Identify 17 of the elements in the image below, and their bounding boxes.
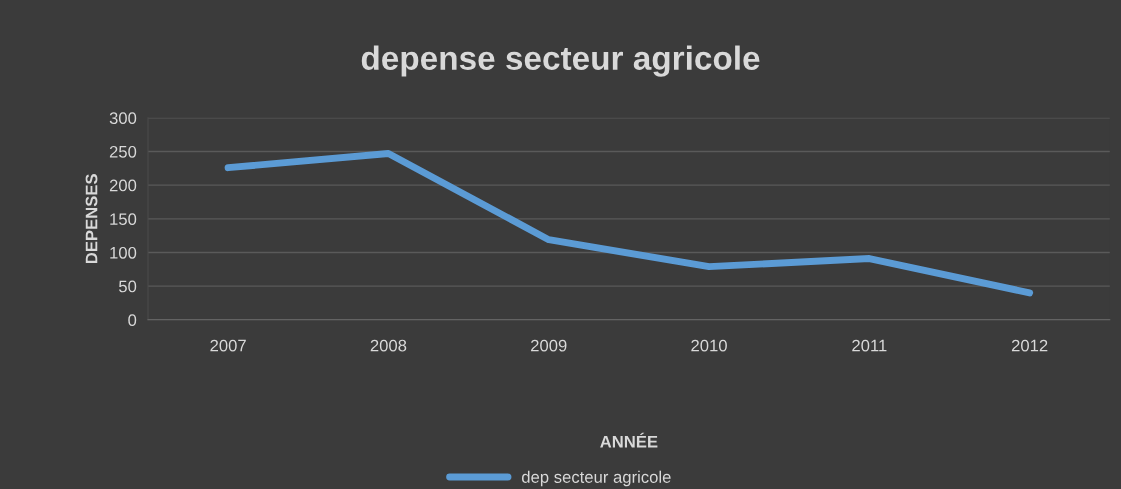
legend-label: dep secteur agricole <box>521 470 671 487</box>
x-tick-label: 2011 <box>852 339 887 352</box>
x-tick-label: 2012 <box>1011 339 1048 352</box>
y-tick-label: 250 <box>109 145 137 158</box>
y-tick-label: 50 <box>118 280 137 293</box>
x-tick-label: 2008 <box>370 339 407 352</box>
x-tick-label: 2010 <box>691 339 727 352</box>
y-tick-label: 100 <box>110 246 137 259</box>
x-tick-label: 2007 <box>210 339 246 352</box>
x-axis-title: ANNÉE <box>600 432 658 448</box>
y-axis-title: DEPENSES <box>85 174 98 264</box>
y-tick-label: 150 <box>110 213 137 226</box>
y-tick-label: 300 <box>109 112 137 125</box>
y-tick-label: 200 <box>109 179 137 192</box>
y-tick-label: 0 <box>128 314 137 327</box>
x-tick-label: 2009 <box>531 339 567 352</box>
chart-title: depense secteur agricole <box>361 45 760 77</box>
